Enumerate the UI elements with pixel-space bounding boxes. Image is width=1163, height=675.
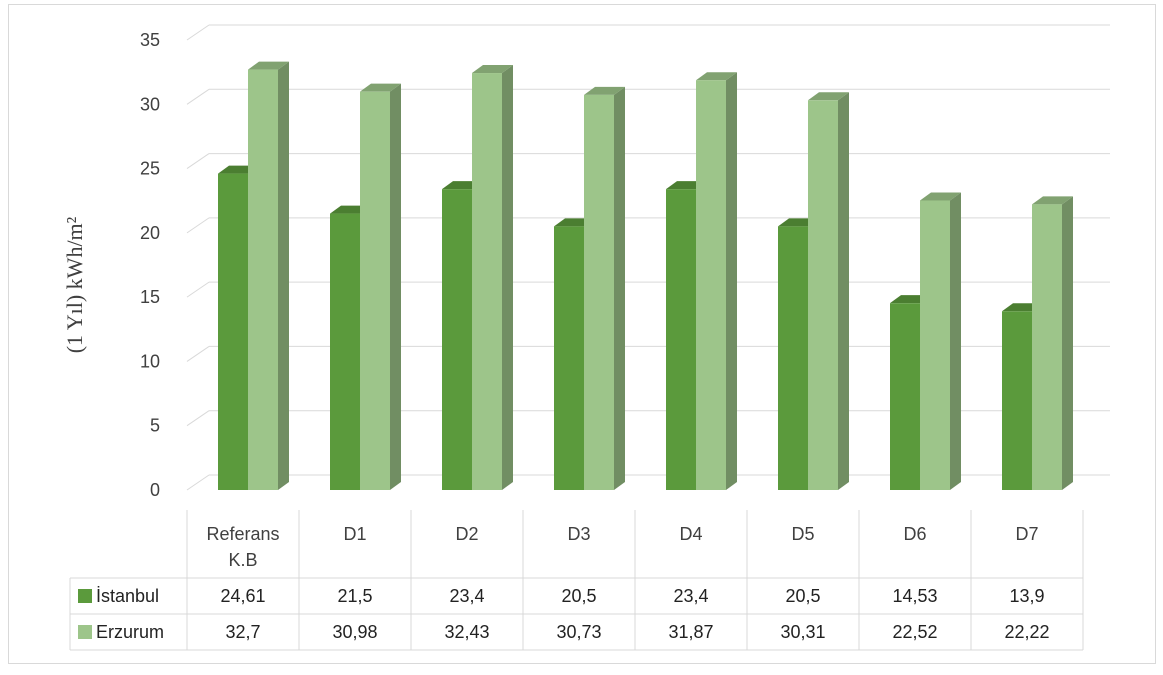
category-label: D4 (679, 524, 702, 544)
bar (248, 61, 289, 491)
data-label: 23,4 (449, 586, 484, 606)
y-tick-label: 15 (140, 287, 160, 307)
y-tick-label: 35 (140, 30, 160, 50)
data-label: 24,61 (220, 586, 265, 606)
bar-front (1002, 311, 1032, 490)
bar (472, 65, 513, 491)
bar-front (218, 173, 248, 491)
bar-side (726, 72, 737, 490)
gridline-depth (186, 281, 210, 298)
y-tick-label: 0 (150, 480, 160, 500)
bar (584, 86, 625, 491)
legend-label: Erzurum (96, 622, 164, 642)
bar-side (390, 83, 401, 490)
data-label: 30,98 (332, 622, 377, 642)
data-label: 13,9 (1009, 586, 1044, 606)
data-label: 22,22 (1004, 622, 1049, 642)
y-tick-label: 20 (140, 223, 160, 243)
data-label: 31,87 (668, 622, 713, 642)
gridline-depth (186, 153, 210, 169)
gridline-depth (186, 24, 210, 41)
data-label: 30,73 (556, 622, 601, 642)
y-tick-label: 25 (140, 159, 160, 179)
legend-key (78, 589, 92, 603)
gridlines (186, 24, 1110, 491)
bar-top (696, 72, 737, 81)
data-label: 21,5 (337, 586, 372, 606)
bar-side (278, 61, 289, 490)
y-axis: 0 5 10 15 20 25 30 35 (140, 30, 160, 500)
category-label: K.B (228, 550, 257, 570)
data-label: 23,4 (673, 586, 708, 606)
category-label: D1 (343, 524, 366, 544)
category-label: D5 (791, 524, 814, 544)
bar (920, 192, 961, 490)
bar-side (950, 192, 961, 490)
bar-front (330, 213, 360, 491)
data-label: 32,7 (225, 622, 260, 642)
category-label: D3 (567, 524, 590, 544)
bar-front (1032, 204, 1062, 491)
data-label: 20,5 (785, 586, 820, 606)
gridline-depth (186, 88, 210, 105)
bar (360, 83, 401, 490)
y-tick-label: 30 (140, 94, 160, 114)
data-label: 32,43 (444, 622, 489, 642)
data-label: 22,52 (892, 622, 937, 642)
gridline-depth (186, 346, 210, 362)
y-axis-label: (1 Yıl) kWh/m² (62, 216, 87, 353)
bar-front (666, 189, 696, 490)
bar-front (442, 189, 472, 490)
category-label: Referans (206, 524, 279, 544)
bar (696, 72, 737, 490)
bar-top (472, 65, 513, 74)
gridline-depth (186, 474, 210, 491)
gridline-depth (186, 217, 210, 234)
bar-side (838, 92, 849, 491)
bar-front (360, 91, 390, 490)
data-table: Referans K.B D1 D2 D3 D4 D5 D6 D7 İstanbul 24,61 21… (69, 510, 1084, 651)
bar (808, 92, 849, 491)
y-tick-label: 5 (150, 416, 160, 436)
bar-side (614, 86, 625, 491)
bar-front (554, 226, 584, 490)
bar-side (1062, 196, 1073, 491)
legend-key (78, 625, 92, 639)
bar-front (890, 303, 920, 490)
bar-front (584, 94, 614, 491)
bar-top (1032, 196, 1073, 205)
bar-front (808, 100, 838, 491)
category-label: D7 (1015, 524, 1038, 544)
data-label: 14,53 (892, 586, 937, 606)
bar (1032, 196, 1073, 491)
bar-front (778, 226, 808, 490)
bar-front (920, 200, 950, 490)
bar-top (248, 61, 289, 70)
data-label: 20,5 (561, 586, 596, 606)
category-label: D2 (455, 524, 478, 544)
y-tick-label: 10 (140, 351, 160, 371)
bar-front (248, 69, 278, 491)
category-label: D6 (903, 524, 926, 544)
bar-top (920, 192, 961, 201)
bar-front (472, 73, 502, 491)
gridline-depth (186, 410, 210, 427)
legend-label: İstanbul (96, 586, 159, 606)
bar-top (584, 86, 625, 95)
data-label: 30,31 (780, 622, 825, 642)
bars (218, 61, 1073, 491)
bar-top (808, 92, 849, 101)
bar-front (696, 80, 726, 490)
bar-side (502, 65, 513, 491)
bar-top (360, 83, 401, 92)
